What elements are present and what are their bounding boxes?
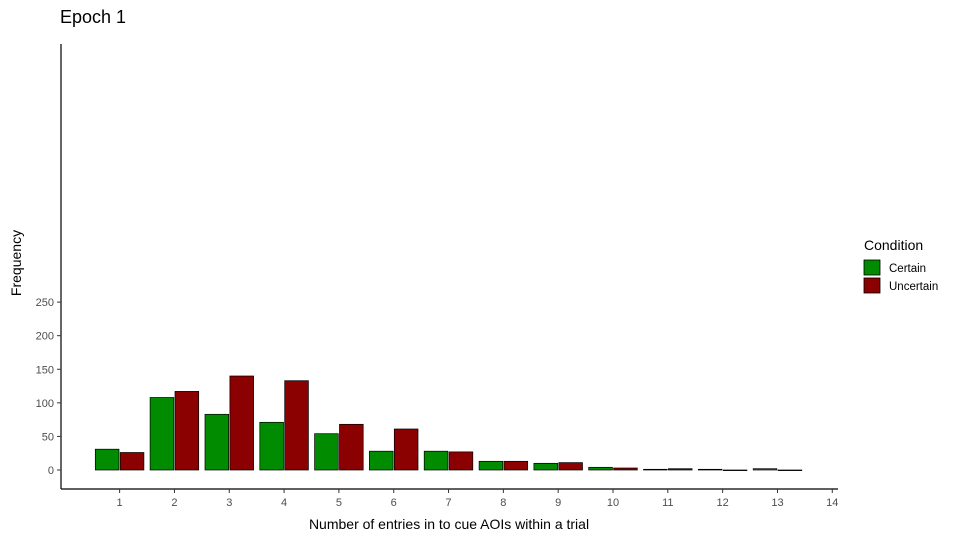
legend-label-uncertain: Uncertain xyxy=(889,281,938,293)
bar-certain-7 xyxy=(423,450,449,471)
y-axis-title: Frequency xyxy=(8,230,24,296)
bar-certain-6 xyxy=(369,450,394,471)
bar-certain-3 xyxy=(204,413,230,471)
bar-uncertain-8 xyxy=(503,460,529,471)
bars xyxy=(94,375,803,471)
x-tick-label-2: 2 xyxy=(171,497,177,509)
bar-certain-5 xyxy=(314,433,339,471)
x-tick-label-8: 8 xyxy=(500,497,506,509)
bar-uncertain-1 xyxy=(119,452,145,471)
x-tick-label-10: 10 xyxy=(607,497,619,509)
y-tick-label-100: 100 xyxy=(36,398,54,410)
bar-uncertain-5 xyxy=(339,423,364,471)
bar-certain-4 xyxy=(259,421,284,471)
legend-label-certain: Certain xyxy=(889,263,926,275)
bar-certain-10 xyxy=(588,466,613,471)
bar-certain-11 xyxy=(643,468,668,471)
x-tick-label-14: 14 xyxy=(826,497,838,509)
y-tick-label-150: 150 xyxy=(36,364,54,376)
x-tick-label-1: 1 xyxy=(117,497,123,509)
x-tick-label-6: 6 xyxy=(391,497,397,509)
y-tick-label-0: 0 xyxy=(48,465,54,477)
bar-certain-1 xyxy=(94,448,120,471)
legend: Condition Certain Uncertain xyxy=(863,237,938,294)
x-axis-title: Number of entries in to cue AOIs within … xyxy=(309,516,589,532)
bar-uncertain-3 xyxy=(229,375,254,471)
y-tick-label-200: 200 xyxy=(36,331,54,343)
bar-uncertain-6 xyxy=(393,428,419,471)
bar-certain-13 xyxy=(752,468,778,471)
bar-certain-12 xyxy=(697,468,723,471)
bar-certain-8 xyxy=(478,460,504,471)
bar-uncertain-10 xyxy=(613,467,638,471)
bar-uncertain-9 xyxy=(558,462,583,471)
legend-key-uncertain xyxy=(863,277,881,294)
x-tick-label-11: 11 xyxy=(662,497,673,509)
chart-title: Epoch 1 xyxy=(60,7,126,27)
x-tick-label-12: 12 xyxy=(717,497,729,509)
legend-title: Condition xyxy=(864,237,923,253)
x-tick-label-3: 3 xyxy=(226,497,232,509)
bar-uncertain-11 xyxy=(668,468,693,471)
bar-uncertain-12 xyxy=(722,469,748,471)
bar-certain-2 xyxy=(149,397,175,471)
y-tick-label-250: 250 xyxy=(36,297,54,309)
legend-key-certain xyxy=(863,259,881,276)
bar-certain-9 xyxy=(533,462,558,471)
x-tick-label-9: 9 xyxy=(555,497,561,509)
bar-uncertain-4 xyxy=(284,380,309,471)
x-tick-label-7: 7 xyxy=(445,497,451,509)
bar-uncertain-7 xyxy=(448,451,474,471)
y-tick-label-50: 50 xyxy=(42,431,54,443)
bar-uncertain-13 xyxy=(777,469,803,471)
bar-uncertain-2 xyxy=(174,391,200,471)
x-tick-label-4: 4 xyxy=(281,497,287,509)
x-tick-label-13: 13 xyxy=(771,497,783,509)
x-tick-label-5: 5 xyxy=(336,497,342,509)
